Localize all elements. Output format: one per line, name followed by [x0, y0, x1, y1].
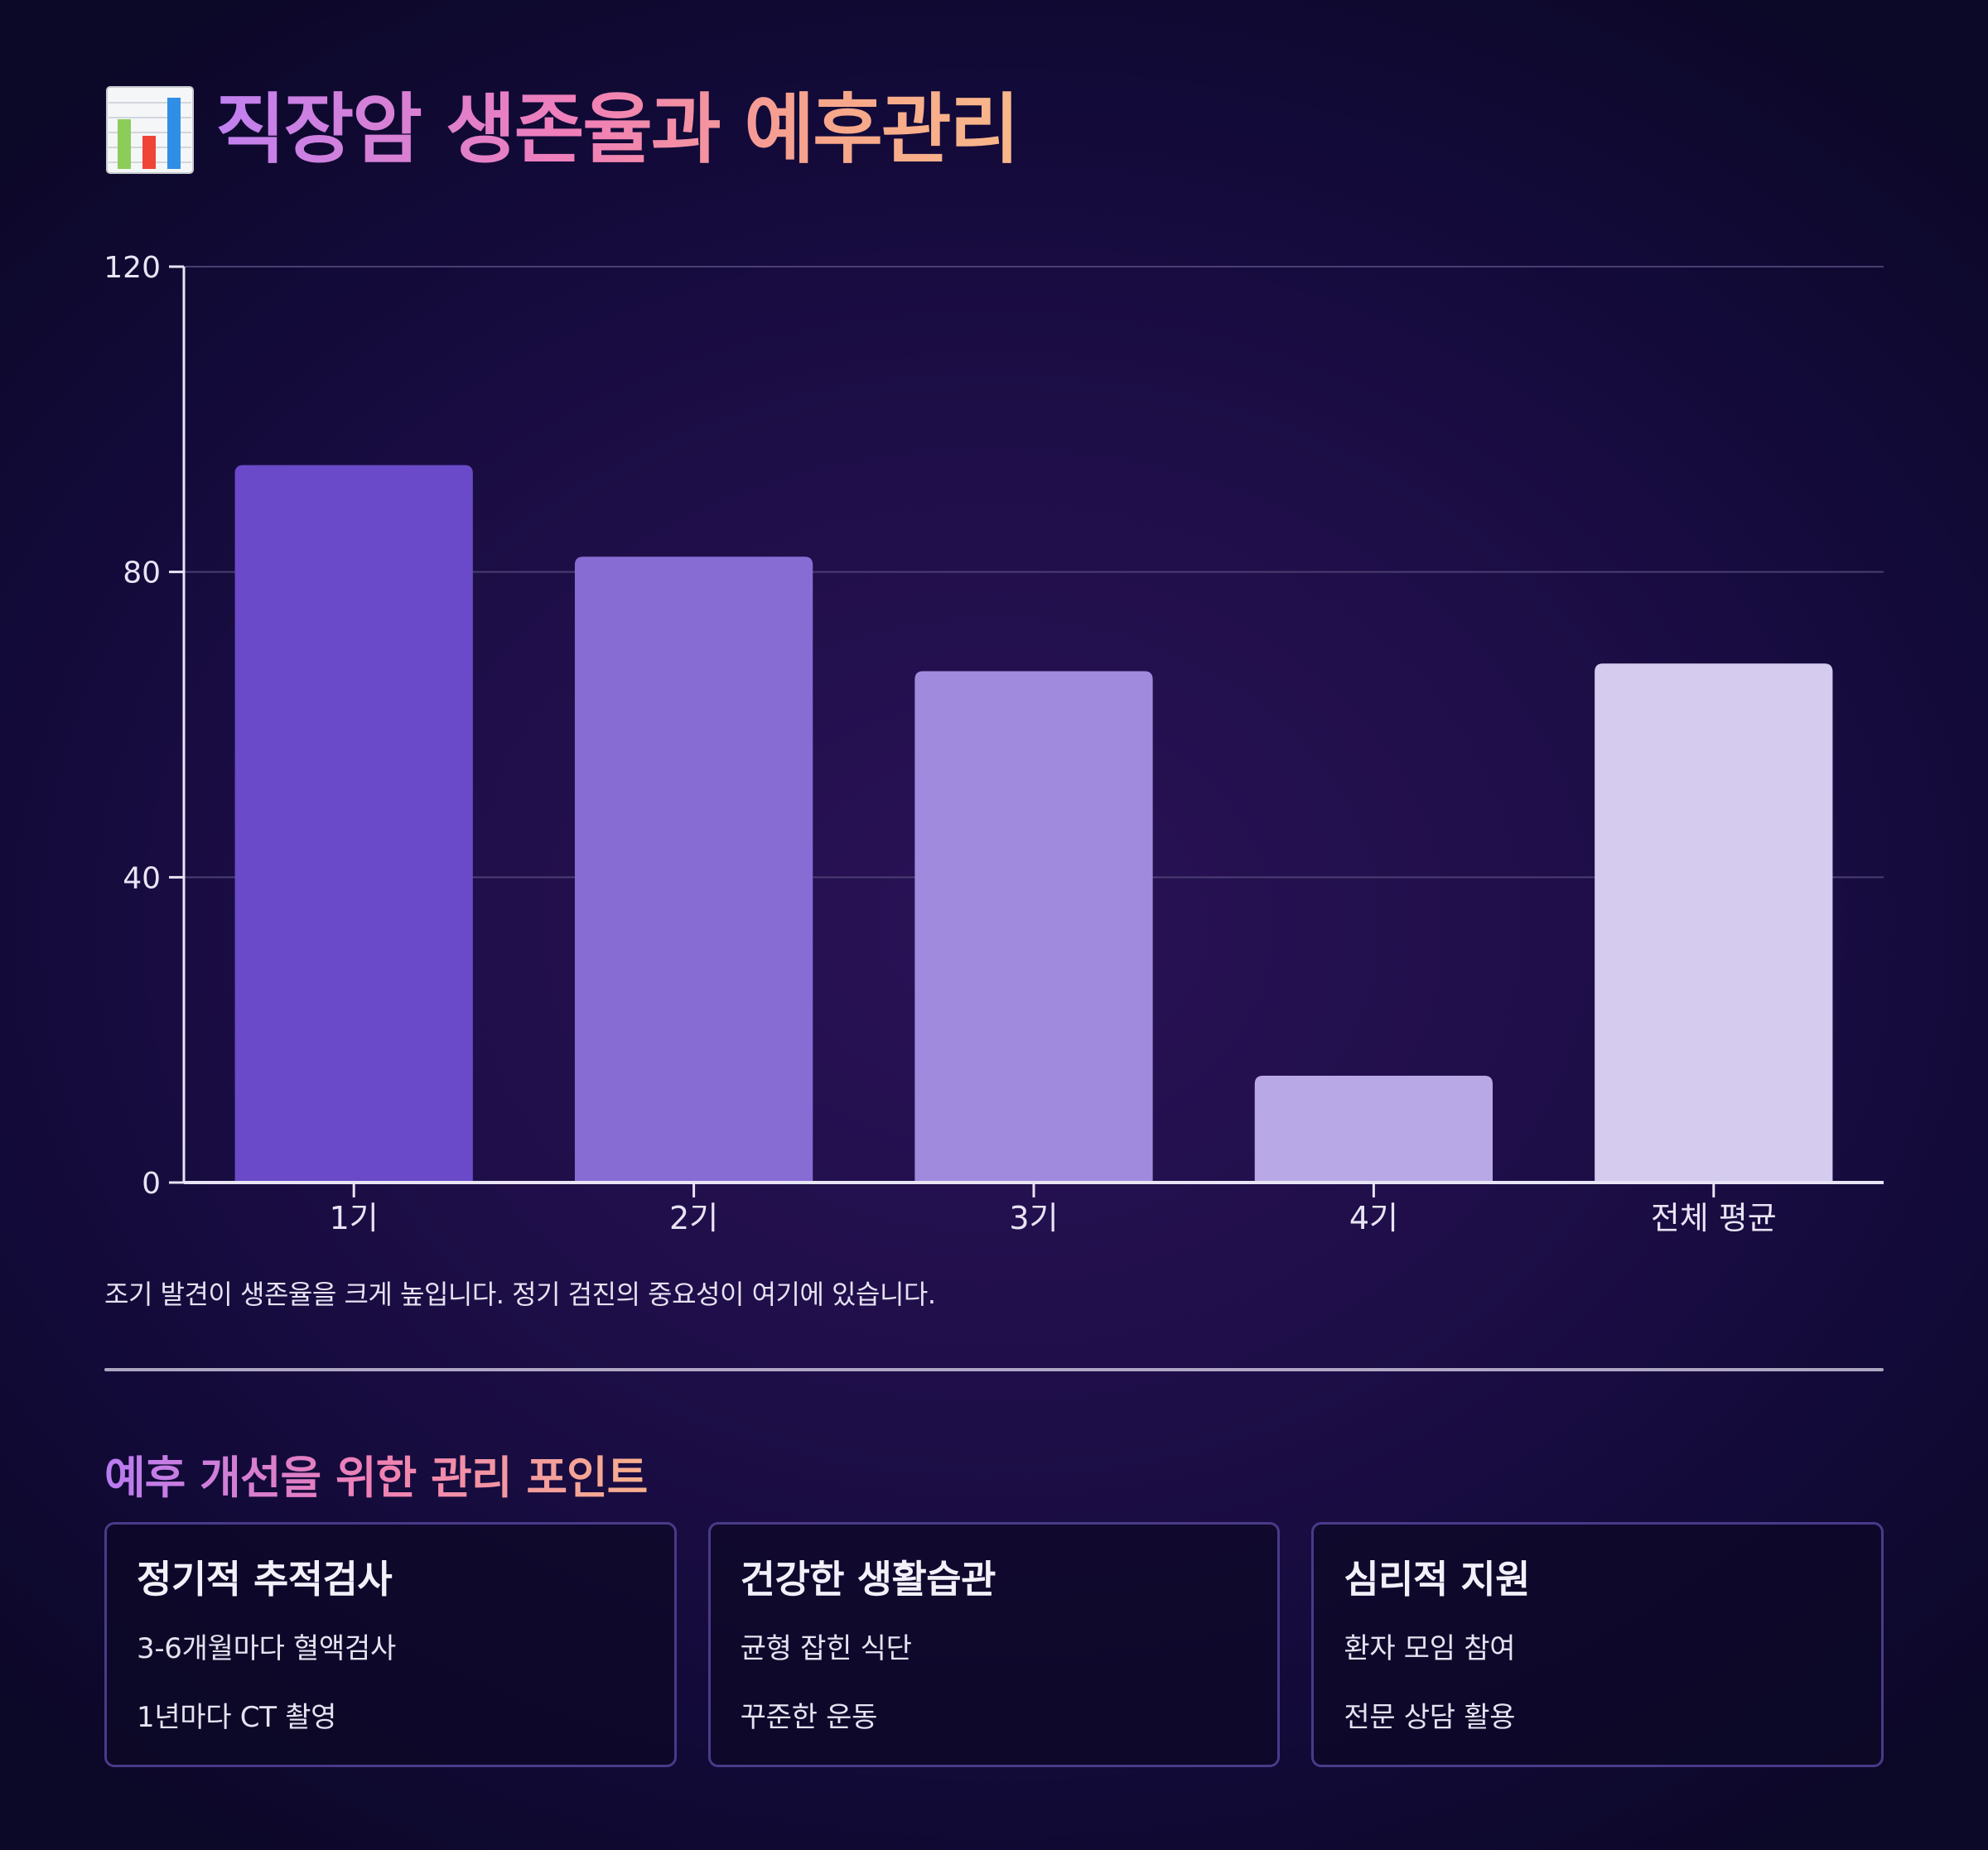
card-item: 환자 모임 참여: [1344, 1632, 1516, 1665]
card-item: 꾸준한 운동: [740, 1701, 878, 1734]
card-title: 심리적 지원: [1344, 1557, 1530, 1602]
bar-2: [574, 556, 813, 1183]
section-divider: [104, 1368, 1884, 1371]
bar-1: [234, 465, 473, 1183]
survival-bar-chart: 0 40 80 120 1기 2기 3기 4기 전체 평균: [104, 251, 1884, 1236]
y-tick-label: 0: [142, 1167, 161, 1201]
x-tick-label: 3기: [1009, 1200, 1058, 1236]
x-tick-label: 1기: [330, 1200, 379, 1236]
bar-5: [1595, 663, 1833, 1183]
x-tick-label: 2기: [669, 1200, 718, 1236]
section-title: 예후 개선을 위한 관리 포인트: [104, 1450, 648, 1506]
tick-labels: 0 40 80 120 1기 2기 3기 4기 전체 평균: [104, 251, 1776, 1236]
axes: [169, 265, 1884, 1197]
y-tick-label: 40: [123, 861, 161, 895]
card-psychological: 심리적 지원 환자 모임 참여 전문 상담 활용: [1311, 1522, 1884, 1767]
bar-4: [1254, 1075, 1493, 1183]
card-item: 균형 잡힌 식단: [740, 1632, 912, 1665]
bars: [234, 465, 1833, 1183]
card-item: 전문 상담 활용: [1344, 1701, 1516, 1734]
card-follow-up: 정기적 추적검사 3-6개월마다 혈액검사 1년마다 CT 촬영: [104, 1522, 677, 1767]
page-title-text: 직장암 생존율과 예후관리: [215, 84, 1020, 176]
card-lifestyle: 건강한 생활습관 균형 잡힌 식단 꾸준한 운동: [707, 1522, 1281, 1767]
card-title: 건강한 생활습관: [740, 1557, 996, 1602]
chart-caption: 조기 발견이 생존율을 크게 높입니다. 정기 검진의 중요성이 여기에 있습니…: [104, 1279, 936, 1310]
y-tick-label: 80: [123, 556, 161, 590]
x-tick-label: 4기: [1349, 1200, 1398, 1236]
x-tick-label: 전체 평균: [1651, 1200, 1777, 1236]
card-item: 3-6개월마다 혈액검사: [137, 1632, 396, 1665]
card-title: 정기적 추적검사: [137, 1557, 393, 1602]
management-cards: 정기적 추적검사 3-6개월마다 혈액검사 1년마다 CT 촬영 건강한 생활습…: [104, 1522, 1884, 1767]
bar-3: [914, 671, 1153, 1183]
card-item: 1년마다 CT 촬영: [137, 1701, 337, 1734]
y-tick-label: 120: [104, 251, 161, 285]
page-title: 직장암 생존율과 예후관리: [104, 76, 1020, 184]
bar-chart-icon: [106, 86, 194, 174]
